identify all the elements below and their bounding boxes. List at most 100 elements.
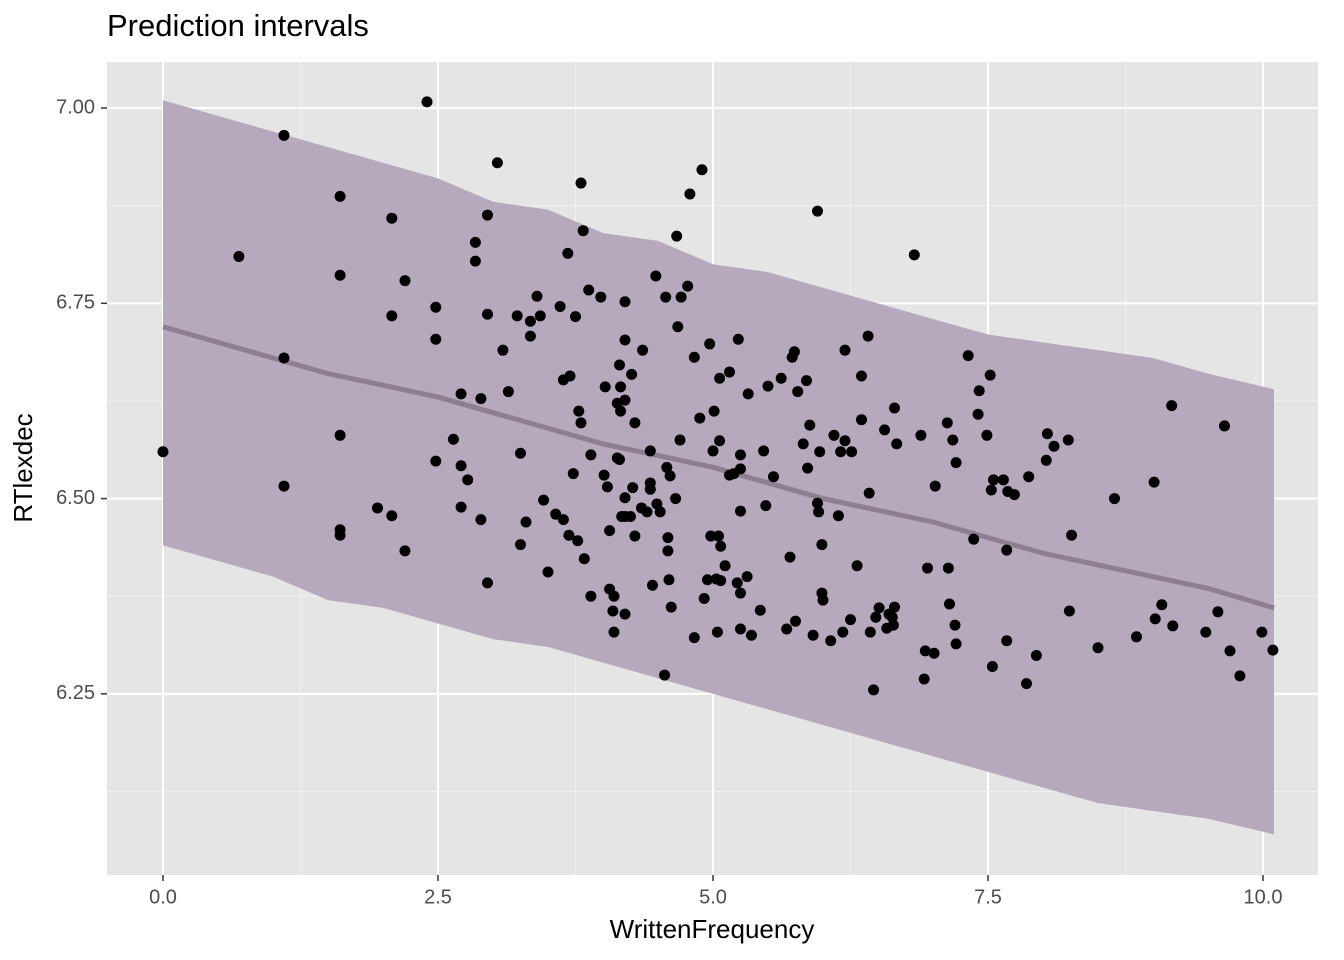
point (704, 338, 716, 350)
point (789, 615, 801, 627)
point (817, 594, 829, 606)
point (371, 502, 383, 514)
point (732, 333, 744, 345)
point (943, 598, 955, 610)
mean-line (162, 324, 1275, 611)
x-tick-label: 7.5 (974, 886, 1002, 908)
point (278, 129, 290, 141)
point (660, 291, 672, 303)
point (619, 394, 631, 406)
point (447, 433, 459, 445)
point (430, 333, 442, 345)
point (949, 619, 961, 631)
point (986, 660, 998, 672)
point (524, 330, 536, 342)
point (714, 372, 726, 384)
point (534, 310, 546, 322)
point (734, 449, 746, 461)
point (475, 393, 487, 405)
point (575, 417, 587, 429)
point (661, 461, 673, 473)
point (942, 562, 954, 574)
point (997, 474, 1009, 486)
point (619, 296, 631, 308)
point (585, 590, 597, 602)
point (813, 506, 825, 518)
point (629, 530, 641, 542)
point (701, 574, 713, 586)
point (962, 350, 974, 362)
point (1062, 434, 1074, 446)
point (481, 308, 493, 320)
point (421, 96, 433, 108)
point (1048, 440, 1060, 452)
point (334, 190, 346, 202)
y-tick-label: 7.00 (56, 96, 95, 118)
point (696, 164, 708, 176)
point (919, 645, 931, 657)
point (572, 535, 584, 547)
point (659, 669, 671, 681)
y-tick-label: 6.50 (56, 487, 95, 509)
point (520, 516, 532, 528)
point (767, 471, 779, 483)
point (1234, 670, 1246, 682)
point (278, 352, 290, 364)
point (788, 346, 800, 358)
point (455, 501, 467, 513)
point (615, 405, 627, 417)
point (538, 494, 550, 506)
point (1156, 599, 1168, 611)
x-tick-label: 0.0 (149, 886, 177, 908)
point (334, 529, 346, 541)
point (554, 300, 566, 312)
point (430, 301, 442, 313)
point (855, 370, 867, 382)
point (1023, 471, 1035, 483)
point (918, 673, 930, 685)
point (864, 626, 876, 638)
point (684, 188, 696, 200)
point (870, 611, 882, 623)
point (1166, 400, 1178, 412)
point (682, 280, 694, 292)
point (835, 446, 847, 458)
point (334, 429, 346, 441)
point (564, 370, 576, 382)
point (973, 385, 985, 397)
point (698, 593, 710, 605)
point (804, 419, 816, 431)
point (1001, 544, 1013, 556)
point (613, 359, 625, 371)
x-tick-label: 10.0 (1244, 886, 1283, 908)
point (615, 381, 627, 393)
point (665, 601, 677, 613)
point (278, 480, 290, 492)
point (741, 571, 753, 583)
point (734, 623, 746, 635)
point (619, 608, 631, 620)
point (863, 487, 875, 499)
point (851, 560, 863, 572)
point (1030, 650, 1042, 662)
point (1008, 489, 1020, 501)
point (719, 560, 731, 572)
point (604, 525, 616, 537)
point (1041, 428, 1053, 440)
point (792, 386, 804, 398)
point (607, 605, 619, 617)
point (531, 290, 543, 302)
point (475, 514, 487, 526)
point (844, 614, 856, 626)
point (734, 463, 746, 475)
point (814, 446, 826, 458)
point (674, 434, 686, 446)
point (723, 366, 735, 378)
point (781, 623, 793, 635)
point (675, 291, 687, 303)
point (968, 533, 980, 545)
point (573, 405, 585, 417)
point (654, 506, 666, 518)
point (578, 553, 590, 565)
point (1218, 420, 1230, 432)
